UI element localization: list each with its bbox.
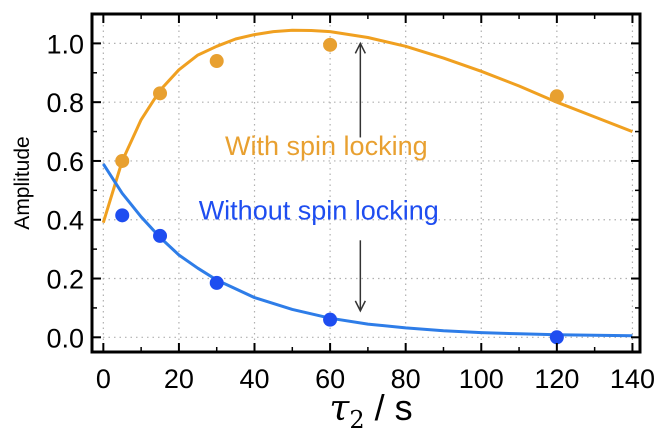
annotation-with-spin-locking: With spin locking <box>225 131 428 161</box>
y-tick-label: 1.0 <box>46 29 84 59</box>
x-tick-label: 60 <box>315 364 345 394</box>
data-point-with <box>323 37 338 52</box>
fit-curves <box>101 28 633 338</box>
fit-curve-without <box>102 163 633 338</box>
x-tick-label: 20 <box>164 364 194 394</box>
x-tick-label: 140 <box>610 364 655 394</box>
x-tick-label: 80 <box>391 364 421 394</box>
y-tick-label: 0.2 <box>46 265 84 295</box>
data-point-without <box>115 208 130 223</box>
data-point-with <box>115 153 130 168</box>
x-tick-label: 0 <box>96 364 111 394</box>
data-point-without <box>323 312 338 327</box>
data-point-with <box>209 54 224 69</box>
x-axis-unit: / s <box>365 387 413 428</box>
x-tick-label: 100 <box>459 364 504 394</box>
x-tick-label: 120 <box>534 364 579 394</box>
x-axis-symbol: τ <box>329 388 350 429</box>
y-tick-label: 0.4 <box>46 206 84 236</box>
x-tick-label: 40 <box>239 364 269 394</box>
data-point-with <box>549 89 564 104</box>
y-tick-label: 0.6 <box>46 147 84 177</box>
arrow-head-1 <box>354 300 367 313</box>
data-point-without <box>549 330 564 345</box>
x-axis-subscript: 2 <box>349 406 364 434</box>
annotation-without-spin-locking: Without spin locking <box>199 196 439 226</box>
y-tick-label: 0.0 <box>46 323 84 353</box>
data-points <box>115 37 564 345</box>
data-point-without <box>209 275 224 290</box>
arrow-head-0 <box>354 41 367 54</box>
tick-labels: 0 20 40 60 80 100 120 140 0.0 0.2 0.4 0.6 0.8 1.0 <box>46 29 655 394</box>
grid-lines <box>92 14 640 352</box>
arrows <box>354 41 367 313</box>
y-tick-label: 0.8 <box>46 88 84 118</box>
fit-curve-with <box>101 28 633 224</box>
axis-ticks <box>92 13 640 352</box>
data-point-without <box>153 228 168 243</box>
plot-frame <box>90 12 642 354</box>
data-point-with <box>153 86 168 101</box>
y-axis-label: Amplitude <box>11 136 34 229</box>
x-axis-label: τ2 / s <box>329 387 412 434</box>
